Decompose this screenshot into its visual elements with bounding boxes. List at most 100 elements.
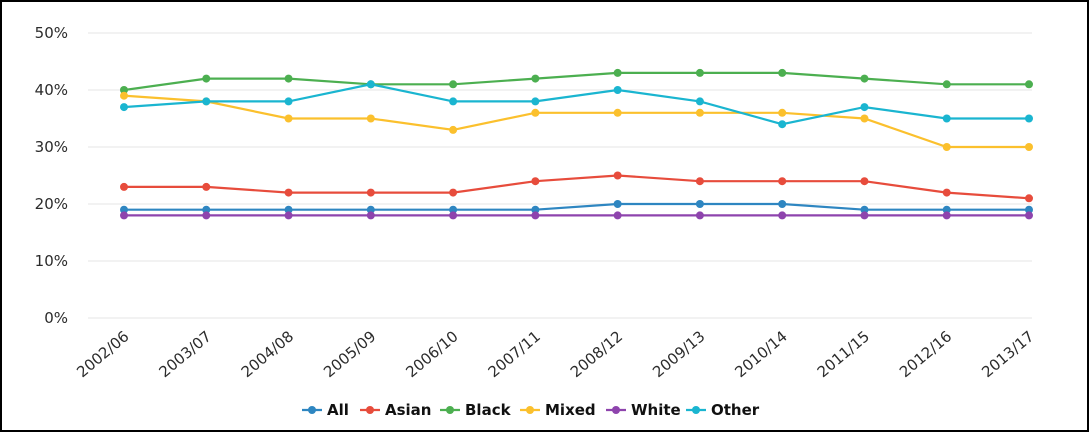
data-point-black[interactable] (202, 74, 211, 83)
series-line-asian (124, 174, 1030, 200)
data-point-other[interactable] (695, 97, 704, 106)
data-point-other[interactable] (531, 97, 540, 106)
legend-label: Mixed (545, 401, 596, 419)
data-point-other[interactable] (860, 103, 869, 112)
data-point-white[interactable] (120, 211, 128, 220)
data-point-asian[interactable] (202, 182, 211, 191)
series-line-other (123, 83, 1029, 126)
legend-swatch-dot (446, 406, 454, 414)
data-point-all[interactable] (778, 200, 787, 208)
data-point-all[interactable] (449, 205, 458, 214)
data-point-mixed[interactable] (1025, 143, 1033, 151)
data-point-white[interactable] (695, 211, 704, 220)
data-point-black[interactable] (531, 74, 540, 83)
data-point-mixed[interactable] (860, 114, 869, 123)
data-point-all[interactable] (120, 205, 128, 214)
data-point-other[interactable] (613, 86, 622, 94)
data-point-asian[interactable] (120, 182, 128, 191)
data-point-black[interactable] (860, 74, 869, 83)
y-tick-label: 40% (35, 81, 68, 99)
data-point-all[interactable] (284, 205, 293, 214)
data-point-asian[interactable] (613, 171, 622, 180)
data-point-asian[interactable] (695, 177, 704, 186)
data-point-black[interactable] (449, 80, 458, 89)
legend-item-mixed[interactable]: Mixed (520, 401, 596, 419)
data-point-white[interactable] (613, 211, 622, 220)
data-point-black[interactable] (284, 74, 293, 83)
data-point-mixed[interactable] (778, 108, 787, 117)
series-lines (120, 68, 1033, 220)
data-point-white[interactable] (1025, 211, 1033, 220)
data-point-asian[interactable] (942, 188, 951, 197)
data-point-other[interactable] (778, 120, 787, 129)
series-line-all (124, 202, 1029, 211)
data-point-all[interactable] (202, 205, 211, 214)
data-point-other[interactable] (1025, 114, 1033, 123)
legend-swatch-dot (526, 406, 534, 414)
legend-item-black[interactable]: Black (440, 401, 512, 419)
data-point-white[interactable] (860, 211, 869, 220)
data-point-other[interactable] (120, 103, 128, 112)
data-point-black[interactable] (942, 80, 951, 89)
data-point-all[interactable] (1025, 205, 1033, 214)
data-point-all[interactable] (695, 200, 704, 208)
data-point-asian[interactable] (778, 177, 787, 186)
x-tick-label: 2013/17 (978, 327, 1037, 381)
data-point-asian[interactable] (860, 177, 869, 186)
y-tick-label: 0% (44, 309, 68, 327)
data-point-all[interactable] (942, 205, 951, 214)
data-point-black[interactable] (120, 86, 128, 94)
data-point-mixed[interactable] (613, 108, 622, 117)
data-point-asian[interactable] (366, 188, 375, 197)
data-point-other[interactable] (449, 97, 458, 106)
series-line-black (123, 71, 1029, 92)
data-point-white[interactable] (284, 211, 293, 220)
y-tick-label: 50% (35, 24, 68, 42)
data-point-white[interactable] (942, 211, 951, 220)
data-point-mixed[interactable] (531, 108, 540, 117)
legend-item-white[interactable]: White (606, 401, 681, 419)
data-point-black[interactable] (613, 68, 622, 77)
data-point-all[interactable] (531, 205, 540, 214)
series-asian (120, 171, 1033, 203)
x-tick-label: 2009/13 (649, 327, 708, 381)
y-tick-label: 30% (35, 138, 68, 156)
data-point-black[interactable] (778, 68, 787, 77)
legend-item-asian[interactable]: Asian (360, 401, 431, 419)
data-point-white[interactable] (449, 211, 458, 220)
legend-swatch-dot (692, 406, 700, 414)
x-tick-label: 2002/06 (73, 327, 132, 381)
data-point-asian[interactable] (449, 188, 458, 197)
data-point-mixed[interactable] (942, 143, 951, 151)
legend-item-all[interactable]: All (302, 401, 349, 419)
data-point-white[interactable] (366, 211, 375, 220)
data-point-mixed[interactable] (120, 91, 128, 100)
data-point-other[interactable] (366, 80, 375, 89)
series-all (120, 200, 1033, 214)
data-point-other[interactable] (202, 97, 211, 106)
data-point-black[interactable] (695, 68, 704, 77)
data-point-mixed[interactable] (449, 125, 458, 134)
data-point-asian[interactable] (284, 188, 293, 197)
data-point-black[interactable] (1025, 80, 1033, 89)
data-point-mixed[interactable] (695, 108, 704, 117)
legend-label: All (327, 401, 349, 419)
data-point-mixed[interactable] (284, 114, 293, 123)
x-axis-ticks: 2002/06 2003/07 2004/08 2005/09 2006/10 2007/… (73, 327, 1037, 381)
x-tick-label: 2010/14 (731, 327, 790, 381)
data-point-other[interactable] (284, 97, 293, 106)
data-point-asian[interactable] (531, 177, 540, 186)
data-point-all[interactable] (860, 205, 869, 214)
data-point-mixed[interactable] (366, 114, 375, 123)
data-point-all[interactable] (613, 200, 622, 208)
data-point-all[interactable] (366, 205, 375, 214)
x-tick-label: 2005/09 (320, 327, 379, 381)
data-point-white[interactable] (202, 211, 211, 220)
data-point-white[interactable] (778, 211, 787, 220)
data-point-asian[interactable] (1025, 194, 1033, 203)
data-point-other[interactable] (942, 114, 951, 123)
legend-item-other[interactable]: Other (686, 401, 760, 419)
x-tick-label: 2006/10 (402, 327, 461, 381)
data-point-white[interactable] (531, 211, 540, 220)
